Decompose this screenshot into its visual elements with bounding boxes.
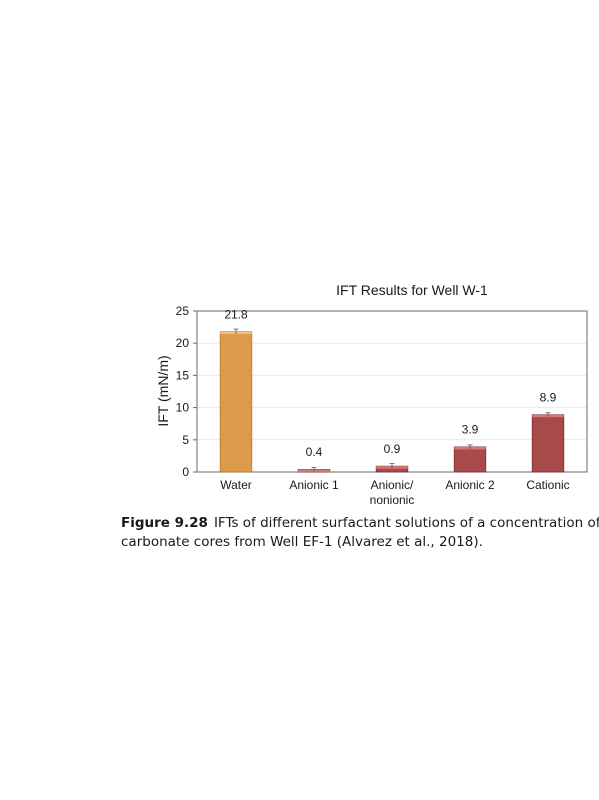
x-tick-label: Anionic 2: [445, 478, 495, 492]
y-axis-ticks: 0 5 10 15 20 25: [176, 304, 197, 479]
value-label: 3.9: [462, 423, 479, 437]
value-label: 21.8: [224, 307, 248, 321]
y-tick-label: 20: [176, 336, 190, 350]
y-tick-label: 10: [176, 401, 190, 415]
y-axis-label: IFT (mN/m): [155, 355, 171, 426]
y-tick-label: 0: [182, 465, 189, 479]
grid-lines: [197, 342, 587, 441]
x-tick-label: Water: [220, 478, 252, 492]
bar: [219, 331, 253, 473]
bars: [219, 328, 565, 473]
value-label: 0.9: [384, 442, 401, 456]
x-tick-label: Anionic/: [371, 478, 414, 492]
y-tick-label: 5: [182, 433, 189, 447]
bar: [453, 446, 487, 473]
x-tick-label: Anionic 1: [289, 478, 339, 492]
caption-line-1: Figure 9.28 IFTs of different surfactant …: [121, 514, 599, 533]
caption-line-2: carbonate cores from Well EF-1 (Alvarez …: [121, 534, 483, 550]
value-label: 0.4: [306, 445, 323, 459]
x-tick-label: nonionic: [370, 493, 415, 507]
chart-title: IFT Results for Well W-1: [336, 282, 488, 298]
value-label: 8.9: [540, 390, 557, 404]
caption-figure-label: Figure 9.28: [121, 515, 208, 531]
y-tick-label: 15: [176, 368, 190, 382]
bar: [531, 414, 565, 473]
figure-caption: Figure 9.28 IFTs of different surfactant …: [121, 514, 599, 552]
y-tick-label: 25: [176, 304, 190, 318]
x-tick-label: Cationic: [526, 478, 569, 492]
x-axis-ticks: Water Anionic 1 Anionic/nonionic Anionic 2 C…: [220, 478, 569, 507]
caption-text-1: IFTs of different surfactant solutions o…: [213, 515, 599, 531]
value-labels: 21.8 0.4 0.9 3.9 8.9: [224, 307, 556, 459]
bar-chart: IFT Results for Well W-1 0 5 10 15 20 25 21.8…: [155, 282, 588, 507]
